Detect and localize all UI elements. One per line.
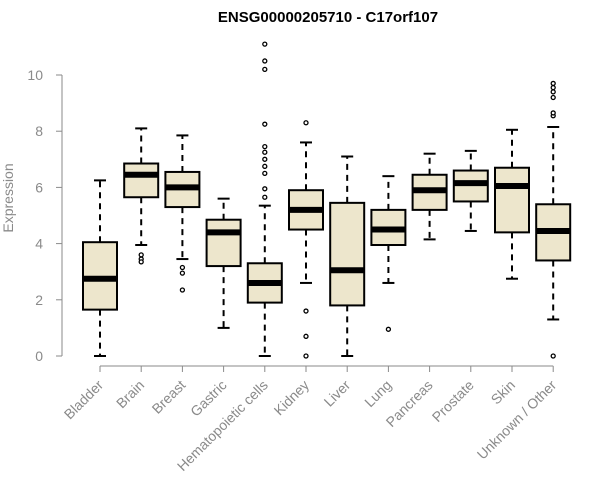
boxes-group <box>82 41 572 359</box>
outlier-point <box>179 270 186 276</box>
box-group-gastric <box>205 197 242 329</box>
outlier-point <box>179 287 186 293</box>
y-tick-label: 10 <box>27 67 43 83</box>
outlier-point <box>262 170 268 177</box>
box-group-unknown-other <box>535 80 572 359</box>
outlier-point <box>138 252 144 258</box>
y-tick-label: 6 <box>35 179 43 195</box>
box-group-brain <box>123 127 160 265</box>
outlier-point <box>303 353 309 359</box>
box-group-bladder <box>82 179 118 357</box>
box-group-pancreas <box>411 152 448 241</box>
box-group-prostate <box>452 149 489 232</box>
outlier-point <box>262 149 268 155</box>
outlier-point <box>550 80 556 87</box>
box-group-breast <box>164 134 201 293</box>
box-group-kidney <box>288 120 324 359</box>
box-group-skin <box>494 128 530 280</box>
outlier-point <box>262 144 268 150</box>
outlier-point <box>179 264 186 271</box>
box-group-hematopoietic-cells <box>246 41 283 357</box>
outlier-point <box>262 41 268 47</box>
iqr-box <box>329 201 366 307</box>
box-group-liver <box>329 155 366 357</box>
x-tick-label: Liver <box>321 377 354 410</box>
outlier-point <box>385 326 392 332</box>
outlier-point <box>262 163 268 169</box>
outlier-point <box>262 121 268 127</box>
y-axis-label: Expression <box>0 163 16 232</box>
iqr-box <box>494 166 530 234</box>
outlier-point <box>550 110 556 116</box>
y-axis: 0 2 4 6 8 10 <box>27 67 63 364</box>
outlier-point <box>303 333 309 339</box>
outlier-point <box>262 186 268 192</box>
iqr-box <box>205 218 242 268</box>
outlier-point <box>262 66 268 73</box>
x-tick-label: Brain <box>113 377 147 411</box>
y-tick-label: 4 <box>35 236 43 252</box>
box-group-lung <box>370 175 407 332</box>
x-tick-label: Prostate <box>429 377 477 425</box>
outlier-point <box>303 308 309 314</box>
outlier-point <box>303 120 309 126</box>
outlier-point <box>262 156 268 162</box>
iqr-box <box>123 162 160 199</box>
outlier-point <box>550 94 556 101</box>
chart-title: ENSG00000205710 - C17orf107 <box>218 9 438 26</box>
y-tick-label: 0 <box>35 348 43 364</box>
outlier-point <box>550 84 556 91</box>
outlier-point <box>550 353 556 359</box>
outlier-point <box>138 259 144 265</box>
x-tick-label: Breast <box>149 377 189 417</box>
y-tick-label: 8 <box>35 123 43 139</box>
outlier-point <box>262 194 268 200</box>
outlier-point <box>262 58 268 64</box>
x-tick-label: Bladder <box>61 377 107 423</box>
x-tick-label: Lung <box>361 377 394 410</box>
outlier-point <box>550 89 556 95</box>
y-tick-label: 2 <box>35 292 43 308</box>
x-tick-label: Skin <box>488 377 519 408</box>
x-tick-label: Kidney <box>271 377 313 419</box>
